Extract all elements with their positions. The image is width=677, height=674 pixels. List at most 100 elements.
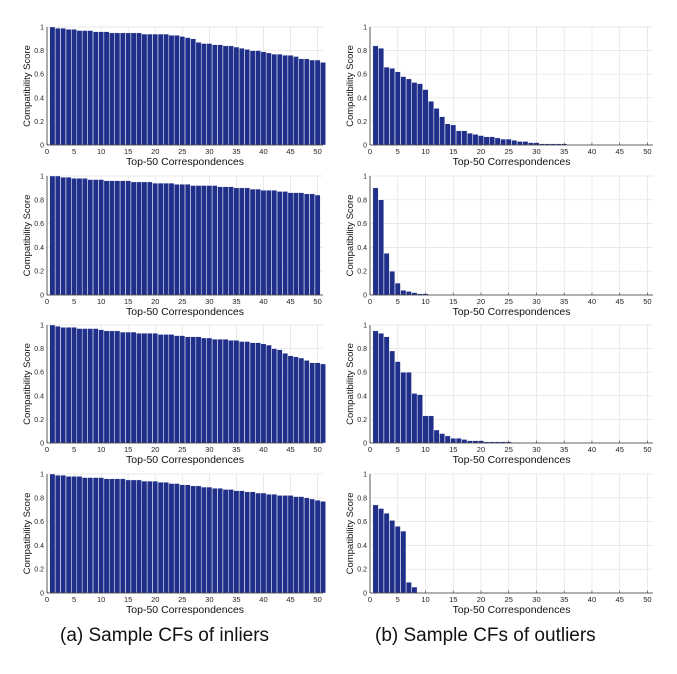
bar	[511, 140, 518, 146]
bar	[276, 495, 283, 594]
bar	[255, 188, 261, 296]
bar	[406, 291, 412, 296]
chart-inliers-4: 0 5 10 15 20 25 30 35 40 45 50 0 0.2 0.4 0.6 0.8 1 Top-50…	[22, 472, 326, 616]
bar	[152, 33, 159, 146]
bar	[147, 33, 153, 146]
x-tick-label: 0	[368, 297, 372, 306]
bar	[147, 333, 153, 444]
bar	[136, 32, 142, 146]
bar	[428, 415, 434, 444]
y-tick-label: 1	[40, 25, 44, 32]
x-tick-label: 50	[313, 147, 321, 156]
y-tick-label: 1	[40, 174, 44, 181]
x-tick-label: 35	[560, 595, 568, 604]
bar	[92, 477, 99, 594]
x-tick-label: 25	[178, 595, 186, 604]
bar	[60, 327, 67, 444]
x-axis-label: Top-50 Correspondences	[453, 156, 571, 168]
x-tick-label: 45	[616, 445, 624, 454]
bar	[109, 32, 115, 146]
bar	[55, 475, 61, 594]
y-tick-label: 0.6	[34, 221, 44, 228]
bar	[184, 484, 191, 594]
bar	[433, 429, 440, 444]
bar	[168, 334, 175, 444]
bar	[260, 492, 267, 594]
bar	[383, 253, 390, 296]
bar	[125, 32, 131, 146]
x-tick-label: 10	[97, 297, 105, 306]
x-tick-label: 50	[643, 595, 651, 604]
y-tick-label: 0.2	[357, 417, 367, 424]
y-tick-label: 0.8	[34, 197, 44, 204]
bar	[55, 326, 61, 444]
bar	[233, 187, 240, 296]
x-tick-label: 35	[560, 147, 568, 156]
y-tick-label: 1	[40, 323, 44, 330]
bar	[394, 526, 401, 594]
bar	[157, 182, 164, 296]
y-tick-label: 0	[363, 143, 367, 150]
bar	[87, 30, 94, 146]
x-tick-label: 30	[532, 147, 540, 156]
bar	[201, 185, 207, 296]
x-tick-label: 20	[477, 147, 485, 156]
bar	[76, 328, 83, 444]
bar	[467, 133, 473, 146]
y-tick-label: 0	[363, 591, 367, 598]
bar	[298, 496, 305, 594]
bar	[195, 485, 202, 594]
bar	[394, 71, 401, 146]
chart-inliers-2: 0 5 10 15 20 25 30 35 40 45 50 0 0.2 0.4 0.6 0.8 1 Top-50…	[22, 174, 323, 318]
x-tick-label: 40	[259, 595, 267, 604]
x-tick-label: 20	[151, 147, 159, 156]
bar	[228, 45, 234, 146]
bar	[293, 56, 299, 146]
bar	[168, 35, 175, 146]
bar	[255, 342, 261, 444]
x-tick-label: 35	[232, 445, 240, 454]
bar	[389, 68, 396, 146]
y-axis-label: Compatibility Score	[22, 195, 33, 277]
bar	[184, 37, 191, 146]
bar	[266, 190, 272, 296]
bar	[378, 199, 384, 296]
x-tick-label: 5	[396, 445, 400, 454]
bar	[228, 489, 234, 594]
x-axis-label: Top-50 Correspondences	[126, 306, 244, 318]
bar	[378, 333, 384, 444]
bar	[201, 43, 207, 146]
bar	[266, 344, 272, 444]
y-tick-label: 0.8	[357, 48, 367, 55]
bar	[516, 141, 523, 146]
bar	[114, 32, 121, 146]
bar	[82, 477, 88, 594]
y-tick-label: 0.8	[357, 495, 367, 502]
bar	[119, 478, 126, 594]
x-tick-label: 5	[396, 297, 400, 306]
bar	[244, 187, 251, 296]
bar	[239, 490, 245, 594]
bar	[314, 194, 321, 296]
x-tick-label: 50	[643, 445, 651, 454]
bar	[314, 362, 321, 444]
x-tick-label: 30	[532, 595, 540, 604]
y-tick-label: 0.2	[357, 119, 367, 126]
y-tick-label: 0.8	[357, 346, 367, 353]
bar	[244, 491, 251, 594]
y-axis-label: Compatibility Score	[22, 343, 33, 425]
x-tick-label: 25	[505, 147, 513, 156]
bar	[98, 329, 104, 444]
bar	[114, 330, 121, 444]
x-axis-label: Top-50 Correspondences	[453, 604, 571, 616]
y-tick-label: 0.6	[357, 370, 367, 377]
bar	[500, 138, 507, 146]
bar	[287, 495, 294, 594]
bar	[60, 177, 67, 296]
x-tick-label: 15	[124, 595, 132, 604]
y-tick-label: 0.6	[34, 72, 44, 79]
bar	[92, 328, 99, 444]
bar	[372, 330, 379, 444]
bar	[217, 44, 223, 146]
bar	[400, 290, 407, 296]
